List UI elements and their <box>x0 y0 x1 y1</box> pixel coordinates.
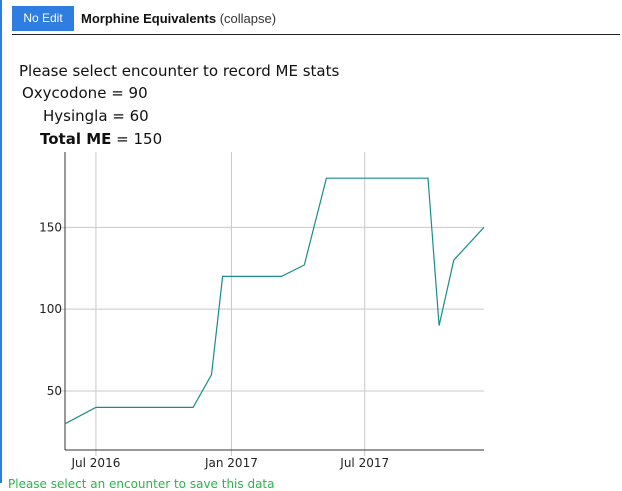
medication-hysingla: Hysingla = 60 <box>43 107 149 125</box>
me-series-line <box>64 177 485 425</box>
left-accent-bar <box>0 0 2 483</box>
x-tick-label: Jul 2016 <box>71 456 121 470</box>
panel-header: No Edit Morphine Equivalents (collapse) <box>12 6 620 35</box>
x-tick-labels: Jul 2016 Jan 2017 Jul 2017 <box>71 456 390 470</box>
total-me: Total ME = 150 <box>40 130 163 148</box>
medication-name: Hysingla <box>43 107 108 125</box>
me-line-chart: 50 100 150 Jul 2016 Jan 2017 Jul 2017 <box>39 152 485 470</box>
collapse-link[interactable]: (collapse) <box>219 11 277 26</box>
vertical-gridlines <box>95 152 366 456</box>
panel-title-text: Morphine Equivalents <box>81 11 217 26</box>
panel-title: Morphine Equivalents (collapse) <box>81 11 276 26</box>
save-hint-text: Please select an encounter to save this … <box>8 477 275 491</box>
y-tick-label: 100 <box>39 302 62 316</box>
medication-value: 90 <box>128 84 148 102</box>
x-tick-label: Jul 2017 <box>339 456 389 470</box>
total-me-value: 150 <box>133 130 163 148</box>
medication-value: 60 <box>129 107 149 125</box>
medication-name: Oxycodone <box>22 84 107 102</box>
medication-oxycodone: Oxycodone = 90 <box>22 84 148 102</box>
y-tick-label: 150 <box>39 220 62 234</box>
encounter-prompt: Please select encounter to record ME sta… <box>19 62 340 80</box>
y-tick-labels: 50 100 150 <box>39 220 62 398</box>
horizontal-gridlines <box>61 226 484 392</box>
y-tick-label: 50 <box>47 384 62 398</box>
x-tick-label: Jan 2017 <box>204 456 258 470</box>
total-me-label: Total ME <box>40 130 112 148</box>
no-edit-button[interactable]: No Edit <box>12 6 74 31</box>
